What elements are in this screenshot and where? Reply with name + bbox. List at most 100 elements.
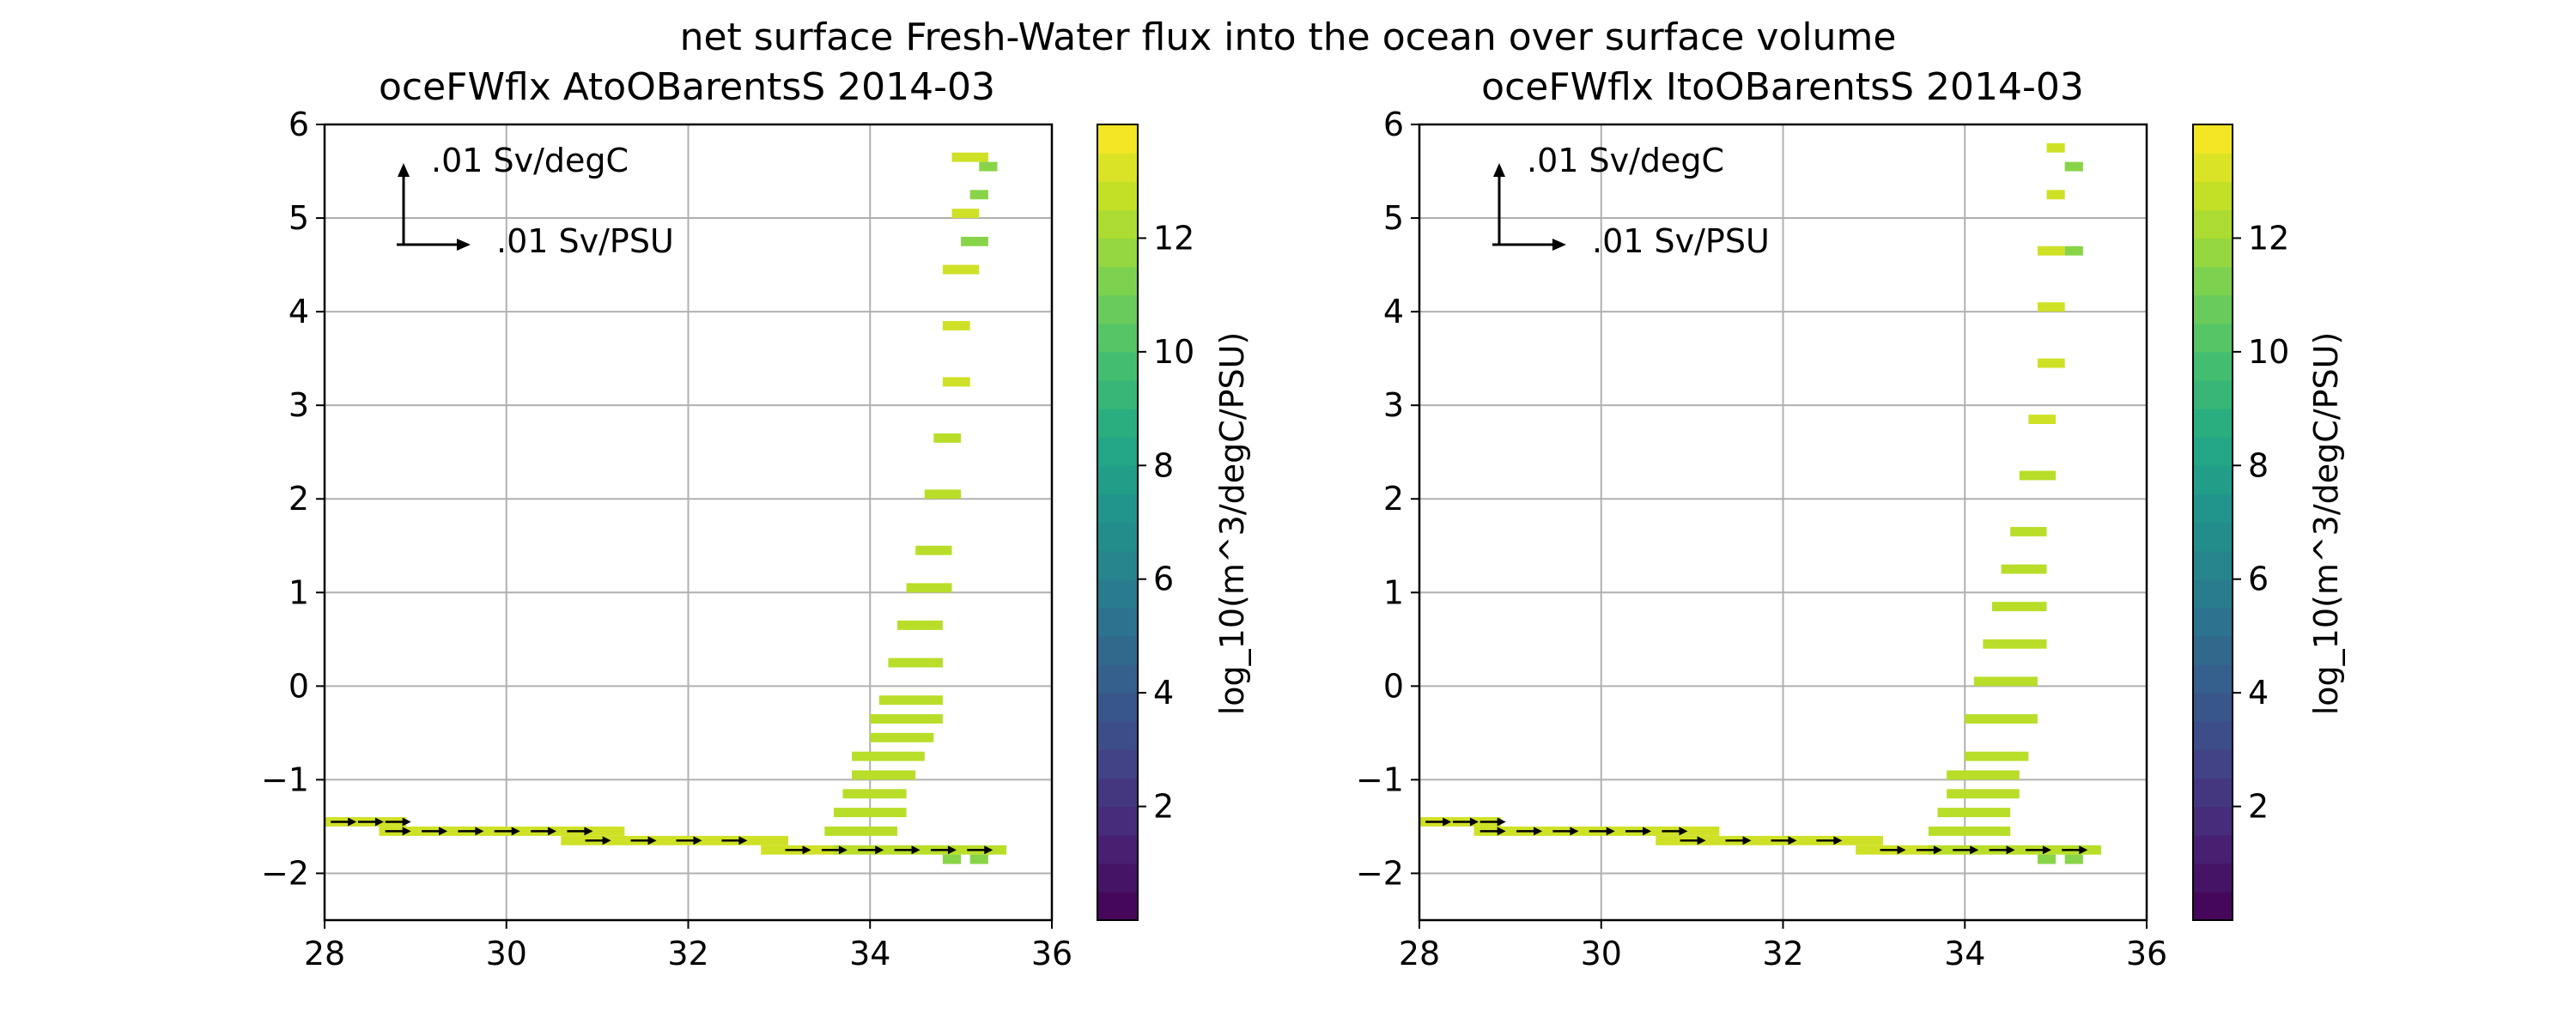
heatmap-cell <box>1965 751 2029 761</box>
heatmap-cell <box>1973 676 2038 687</box>
colorbar-frame <box>2192 124 2233 921</box>
colorbar-segment <box>1097 834 1138 864</box>
quiver-key-ylabel: .01 Sv/degC <box>1527 142 1724 179</box>
heatmap-cell <box>2037 302 2065 312</box>
arrowhead-right-icon <box>1552 239 1566 251</box>
quiver-arrowhead <box>1497 827 1506 836</box>
y-tick-label: 0 <box>1383 667 1404 705</box>
colorbar-segment <box>2193 379 2233 409</box>
x-tick-label: 28 <box>304 935 345 972</box>
colorbar-segment <box>2193 607 2233 637</box>
x-tick-label: 32 <box>667 935 708 972</box>
quiver-arrowhead <box>548 827 557 836</box>
heatmap-cell <box>824 826 898 836</box>
quiver-arrowhead <box>1933 845 1942 855</box>
colorbar-segment <box>1097 635 1138 665</box>
colorbar-segment <box>1097 891 1138 921</box>
quiver-arrowhead <box>2079 845 2088 855</box>
colorbar-segment <box>1097 749 1138 779</box>
colorbar-segment <box>1097 664 1138 694</box>
colorbar-segment <box>2193 323 2233 353</box>
y-tick-label: 1 <box>289 573 309 611</box>
quiver-key-xlabel: .01 Sv/PSU <box>1592 222 1770 260</box>
colorbar-tick-label: 8 <box>1153 446 1174 484</box>
quiver-arrowhead <box>584 827 593 836</box>
quiver-arrowhead <box>838 845 848 855</box>
quiver-arrowhead <box>402 817 411 827</box>
colorbar-segment <box>1097 465 1138 494</box>
colorbar-tick-label: 12 <box>1153 219 1194 257</box>
y-tick-label: 4 <box>289 293 309 330</box>
x-tick-label: 34 <box>849 935 890 972</box>
heatmap-cell <box>2001 564 2047 574</box>
quiver-key-ylabel: .01 Sv/degC <box>431 142 629 179</box>
colorbar-segment <box>1097 153 1138 182</box>
colorbar-tick-label: 6 <box>1153 560 1174 598</box>
colorbar-label: log_10(m^3/degC/PSU) <box>2307 332 2345 716</box>
quiver-arrowhead <box>1534 827 1543 836</box>
heatmap-cell <box>1937 808 2011 818</box>
quiver-key-xlabel: .01 Sv/PSU <box>496 222 674 260</box>
quiver-arrowhead <box>1742 836 1752 845</box>
quiver-arrowhead <box>1897 845 1906 855</box>
heatmap-cell <box>906 583 952 593</box>
y-tick-label: 2 <box>289 480 309 518</box>
figure-suptitle: net surface Fresh-Water flux into the oc… <box>680 15 1897 59</box>
colorbar-tick-label: 2 <box>1153 788 1174 826</box>
colorbar-segment <box>2193 635 2233 665</box>
heatmap-cell <box>942 264 980 275</box>
quiver-arrowhead <box>1697 836 1706 845</box>
colorbar-segment <box>2193 351 2233 381</box>
colorbar-segment <box>2193 266 2233 296</box>
colorbar: 2 4 6 8 10 12 <box>1097 124 1194 921</box>
quiver-arrowhead <box>1788 836 1797 845</box>
quiver-arrowhead <box>802 845 811 855</box>
quiver-arrowhead <box>984 845 993 855</box>
heatmap-cell <box>2046 190 2065 200</box>
colorbar-segment <box>2193 494 2233 524</box>
quiver-arrowhead <box>511 827 520 836</box>
x-tick-label: 36 <box>2126 935 2167 972</box>
heatmap-cell <box>1928 826 2011 836</box>
quiver-arrowhead <box>947 845 957 855</box>
y-tick-label: 6 <box>289 106 309 143</box>
heatmap-cell <box>2037 245 2065 256</box>
arrowhead-up-icon <box>398 163 410 177</box>
colorbar-tick-label: 10 <box>2248 333 2289 371</box>
quiver-arrowhead <box>1606 827 1615 836</box>
colorbar-segment <box>1097 409 1138 438</box>
colorbar-segment <box>2193 749 2233 779</box>
colorbar-segment <box>2193 806 2233 836</box>
quiver-arrowhead <box>875 845 884 855</box>
heatmap-cell <box>942 854 962 864</box>
y-tick-label: −2 <box>1356 854 1404 892</box>
y-tick-label: 3 <box>1383 386 1404 424</box>
heatmap-cell <box>1992 602 2047 612</box>
colorbar-segment <box>1097 124 1138 154</box>
quiver-arrowhead <box>911 845 920 855</box>
y-tick-label: 6 <box>1383 106 1404 143</box>
heatmap-cell <box>833 808 907 818</box>
colorbar-segment <box>2193 124 2233 154</box>
heatmap-cell <box>942 377 970 387</box>
heatmap-cell <box>888 657 943 668</box>
quiver-arrowhead <box>1970 845 1979 855</box>
colorbar-segment <box>1097 351 1138 381</box>
quiver-arrowhead <box>1469 817 1479 827</box>
colorbar-segment <box>1097 579 1138 609</box>
quiver-arrowhead <box>402 827 411 836</box>
heatmap-cell <box>1983 639 2047 649</box>
panel-atoo: oceFWflx AtoOBarentsS 2014-03 28 30 32 34 36… <box>261 65 1251 972</box>
colorbar-tick-label: 12 <box>2248 219 2289 257</box>
quiver-arrowhead <box>1643 827 1652 836</box>
heatmap-cell <box>915 545 952 555</box>
heatmap-cell <box>852 770 916 780</box>
heatmap-cell <box>870 732 934 742</box>
y-tick-label: 4 <box>1383 293 1404 330</box>
heatmap-cell <box>933 433 962 443</box>
heatmap-cell <box>2064 854 2083 864</box>
heatmap-cell <box>870 714 943 724</box>
heatmap-cell <box>897 621 943 630</box>
colorbar-segment <box>1097 693 1138 722</box>
